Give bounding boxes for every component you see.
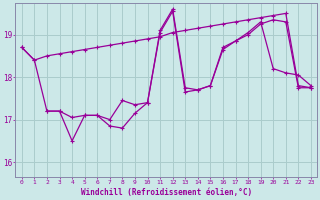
X-axis label: Windchill (Refroidissement éolien,°C): Windchill (Refroidissement éolien,°C): [81, 188, 252, 197]
